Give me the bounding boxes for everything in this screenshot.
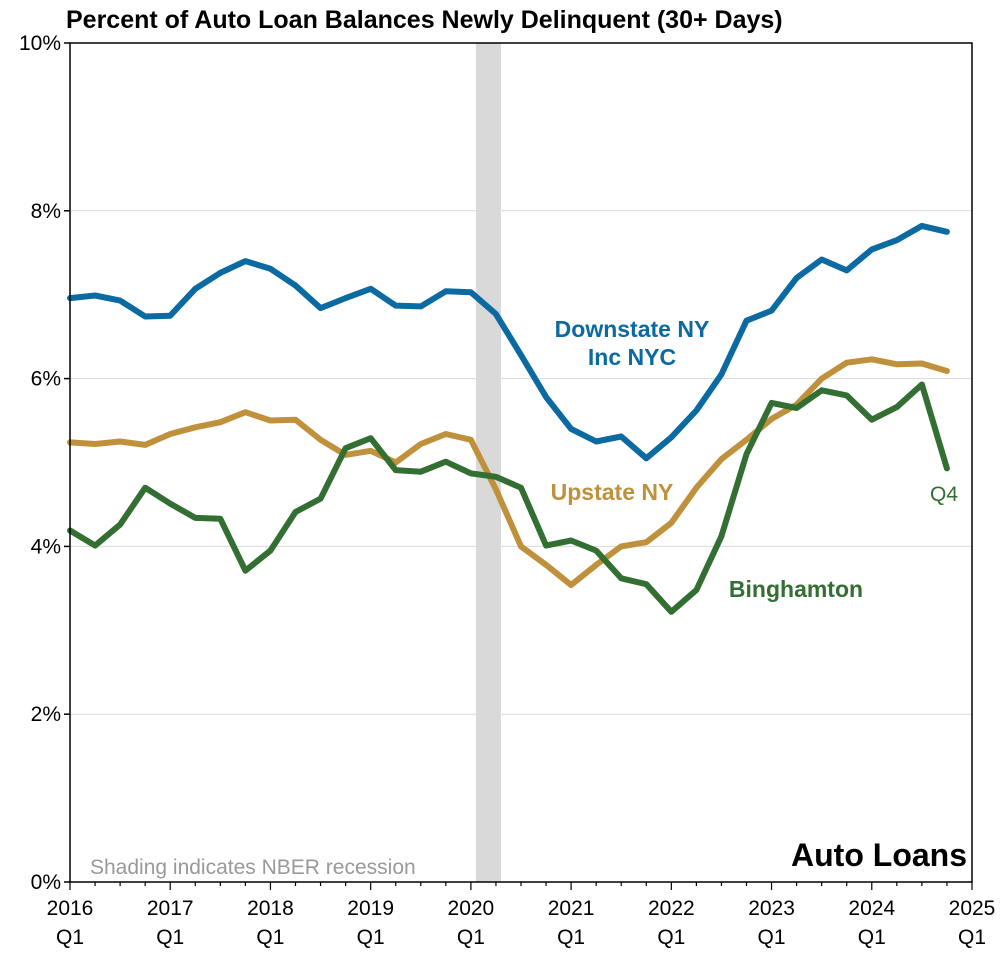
x-tick-quarter-1: Q1 [156,926,184,949]
y-tick-label-3: 6% [31,368,61,391]
gridlines [70,210,972,715]
label-upstate: Upstate NY [551,479,674,505]
x-tick-year-9: 2025 [949,897,996,920]
x-tick-quarter-3: Q1 [357,926,385,949]
x-tick-quarter-0: Q1 [56,926,84,949]
x-tick-quarter-2: Q1 [256,926,284,949]
x-tick-year-1: 2017 [147,897,194,920]
x-tick-year-8: 2024 [848,897,895,920]
x-tick-quarter-5: Q1 [557,926,585,949]
series-line-binghamton [67,381,950,615]
label-binghamton: Binghamton [729,576,863,602]
x-tick-quarter-7: Q1 [758,926,786,949]
y-tick-label-0: 0% [31,871,61,894]
x-tick-quarter-8: Q1 [858,926,886,949]
x-tick-year-6: 2022 [648,897,695,920]
x-tick-quarter-4: Q1 [457,926,485,949]
corner-label: Auto Loans [791,837,967,873]
y-tick-label-2: 4% [31,535,61,558]
label-downstate-line1: Downstate NY [555,316,710,342]
chart-title: Percent of Auto Loan Balances Newly Deli… [66,6,783,34]
label-q4: Q4 [930,483,958,506]
y-tick-label-4: 8% [31,200,61,223]
series-line-downstate [67,222,950,462]
plot-frame [69,42,973,883]
label-downstate-line2: Inc NYC [588,344,676,370]
x-tick-quarter-9: Q1 [958,926,986,949]
series-lines [67,222,950,615]
x-tick-year-5: 2021 [548,897,595,920]
series-line-upstate [67,356,950,588]
x-tick-quarter-6: Q1 [657,926,685,949]
y-tick-label-1: 2% [31,703,61,726]
x-tick-year-7: 2023 [748,897,795,920]
x-axis-ticks: 2016 Q1 2017 Q1 2018 Q1 2019 Q1 2020 Q1 2021 Q1 2022… [47,882,996,949]
x-tick-year-4: 2020 [448,897,495,920]
x-tick-year-2: 2018 [247,897,294,920]
y-axis-ticks: 0% 2% 4% 6% 8% 10% [19,32,70,894]
y-tick-label-5: 10% [19,32,61,55]
axes [69,42,973,883]
x-tick-year-0: 2016 [47,897,94,920]
x-tick-year-3: 2019 [347,897,394,920]
recession-note: Shading indicates NBER recession [90,856,416,879]
